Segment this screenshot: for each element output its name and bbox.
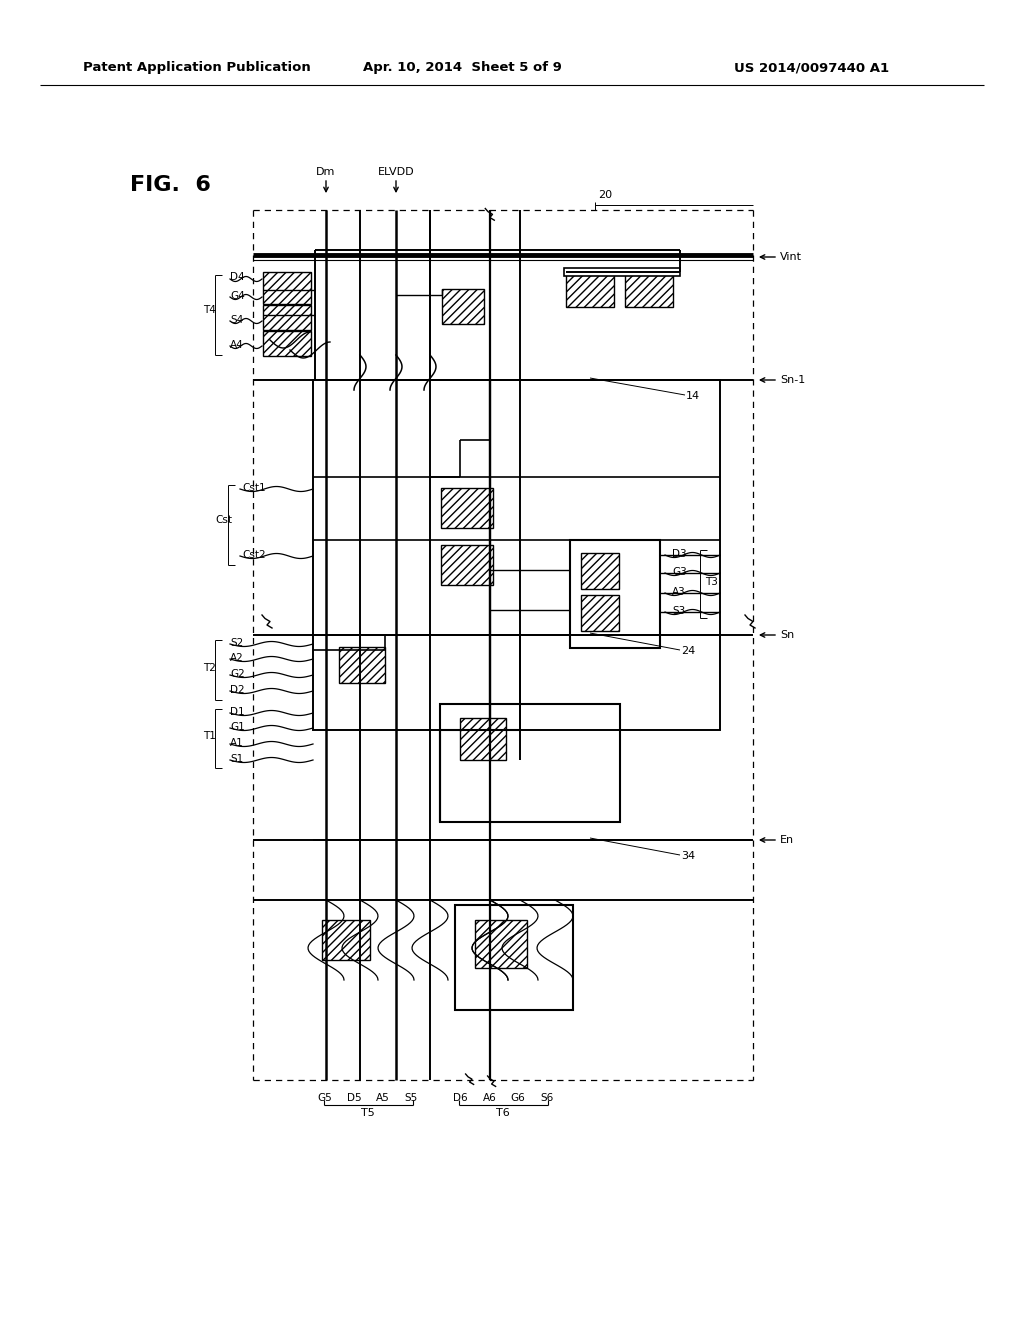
Bar	[566, 272, 614, 308]
Text: T3: T3	[705, 577, 718, 587]
Text: S4: S4	[230, 315, 244, 325]
Text: G2: G2	[230, 669, 245, 678]
Text: T1: T1	[203, 731, 216, 741]
Text: D3: D3	[672, 549, 687, 558]
Text: A2: A2	[230, 653, 244, 663]
Text: Sn-1: Sn-1	[780, 375, 805, 385]
Text: G6: G6	[511, 1093, 525, 1104]
Bar	[441, 545, 493, 585]
Text: D6: D6	[453, 1093, 467, 1104]
Text: S3: S3	[672, 606, 685, 616]
Text: FIG.  6: FIG. 6	[130, 176, 211, 195]
Bar	[263, 305, 311, 330]
Text: Apr. 10, 2014  Sheet 5 of 9: Apr. 10, 2014 Sheet 5 of 9	[362, 62, 562, 74]
Text: G5: G5	[317, 1093, 333, 1104]
Text: A6: A6	[483, 1093, 497, 1104]
Text: D1: D1	[230, 708, 245, 717]
Text: A3: A3	[672, 587, 686, 597]
Text: Cst: Cst	[215, 515, 232, 525]
Text: 20: 20	[598, 190, 612, 201]
Text: A1: A1	[230, 738, 244, 748]
Bar	[564, 268, 680, 276]
Text: S6: S6	[541, 1093, 554, 1104]
Text: Cst1: Cst1	[242, 483, 265, 492]
Text: T2: T2	[203, 663, 216, 673]
Bar	[441, 488, 493, 528]
Bar	[442, 289, 484, 323]
Text: Dm: Dm	[316, 168, 336, 177]
Bar	[581, 595, 618, 631]
Bar	[440, 704, 620, 822]
Text: Vint: Vint	[780, 252, 802, 261]
Text: S1: S1	[230, 754, 244, 764]
Bar	[322, 920, 370, 960]
Text: Sn: Sn	[780, 630, 795, 640]
Text: 24: 24	[681, 645, 695, 656]
Bar	[460, 718, 506, 760]
Bar	[339, 647, 385, 682]
Bar	[475, 920, 527, 968]
Text: 14: 14	[686, 391, 700, 401]
Text: En: En	[780, 836, 795, 845]
Text: A5: A5	[376, 1093, 390, 1104]
Text: T4: T4	[203, 305, 216, 315]
Bar	[313, 380, 720, 730]
Text: D2: D2	[230, 685, 245, 696]
Text: G3: G3	[672, 568, 687, 577]
Text: Cst2: Cst2	[242, 550, 265, 560]
Text: T5: T5	[361, 1107, 375, 1118]
Bar	[625, 272, 673, 308]
Text: G1: G1	[230, 722, 245, 733]
Bar	[581, 553, 618, 589]
Bar	[263, 331, 311, 356]
Text: ELVDD: ELVDD	[378, 168, 415, 177]
Bar	[455, 906, 573, 1010]
Text: D4: D4	[230, 272, 245, 282]
Text: D5: D5	[347, 1093, 361, 1104]
Text: S5: S5	[404, 1093, 418, 1104]
Text: S2: S2	[230, 638, 244, 648]
Text: A4: A4	[230, 341, 244, 350]
Text: T6: T6	[496, 1107, 510, 1118]
Text: 34: 34	[681, 851, 695, 861]
Bar	[263, 272, 311, 304]
Text: US 2014/0097440 A1: US 2014/0097440 A1	[734, 62, 889, 74]
Text: G4: G4	[230, 290, 245, 301]
Text: Patent Application Publication: Patent Application Publication	[83, 62, 310, 74]
Bar	[570, 540, 660, 648]
